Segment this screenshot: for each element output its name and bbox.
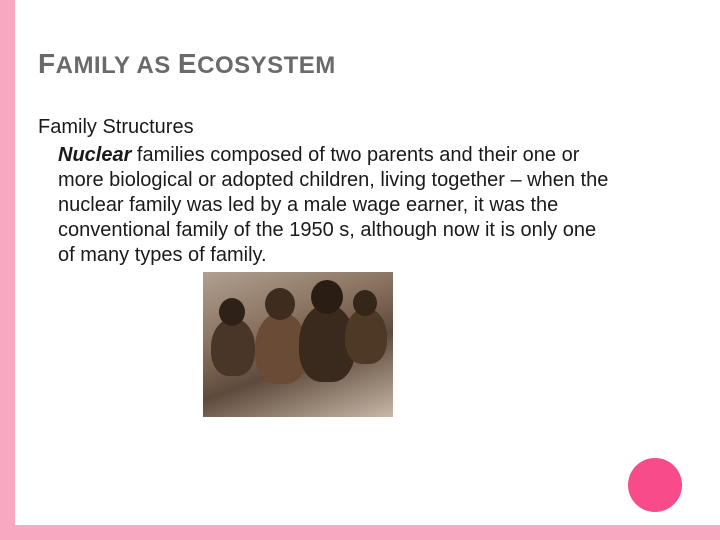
body-rest: families composed of two parents and the… — [58, 144, 608, 266]
body-lead-term: Nuclear — [58, 144, 131, 166]
title-cap-e: E — [178, 48, 197, 79]
slide-title: FAMILY AS ECOSYSTEM — [38, 48, 680, 80]
left-accent-stripe — [0, 0, 15, 540]
accent-circle — [628, 458, 682, 512]
title-cap-f: F — [38, 48, 56, 79]
photo-container — [203, 272, 680, 417]
section-subhead: Family Structures — [38, 116, 680, 139]
body-paragraph: Nuclear families composed of two parents… — [58, 143, 618, 268]
slide-content: FAMILY AS ECOSYSTEM Family Structures Nu… — [38, 48, 680, 417]
bottom-accent-stripe — [0, 525, 720, 540]
nuclear-family-photo — [203, 272, 393, 417]
title-part-2: COSYSTEM — [197, 52, 336, 79]
title-part-1: AMILY AS — [56, 52, 178, 79]
